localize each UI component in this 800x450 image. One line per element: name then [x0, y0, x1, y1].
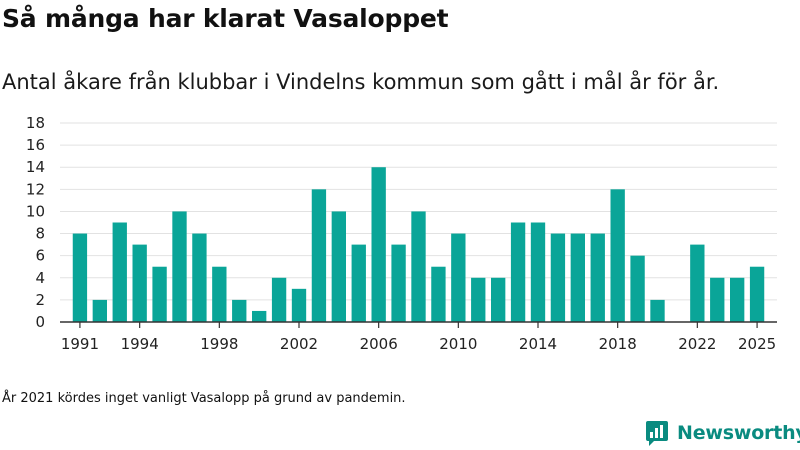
- bar-2013: [510, 222, 526, 322]
- x-tick-label-1991: 1991: [61, 335, 99, 353]
- bar-1999: [232, 299, 247, 322]
- bar-2023: [710, 277, 725, 322]
- bar-2003: [311, 189, 327, 322]
- y-tick-label-18: 18: [26, 114, 45, 132]
- bar-2001: [271, 277, 287, 322]
- bar-2022: [690, 244, 705, 322]
- x-tick-label-2022: 2022: [678, 335, 716, 353]
- chart-subtitle: Antal åkare från klubbar i Vindelns komm…: [2, 70, 720, 94]
- y-tick-label-6: 6: [35, 247, 45, 265]
- y-tick-label-8: 8: [35, 225, 45, 243]
- bar-chart: 0 2 4 6 8 10 12 14 16 18 1991 1994 1998 2002 2006 2010 2…: [26, 114, 777, 353]
- bar-2017: [590, 233, 605, 322]
- bar-2015: [550, 233, 566, 322]
- bar-2008: [411, 211, 426, 322]
- bar-2014: [530, 222, 546, 322]
- x-tick-label-2018: 2018: [599, 335, 637, 353]
- brand-logo: Newsworthy: [644, 419, 800, 447]
- bar-2025: [749, 266, 765, 322]
- x-tick-label-2002: 2002: [280, 335, 318, 353]
- chart-title: Så många har klarat Vasaloppet: [2, 4, 449, 33]
- bar-2005: [351, 244, 366, 322]
- bar-2006: [371, 167, 386, 322]
- bar-1998: [212, 266, 227, 322]
- bar-2002: [291, 288, 307, 322]
- bar-1996: [172, 211, 187, 322]
- newsworthy-logo-icon: [646, 421, 668, 446]
- bar-1991: [72, 233, 88, 322]
- x-tick-label-2025: 2025: [738, 335, 776, 353]
- y-tick-label-16: 16: [26, 136, 45, 154]
- bar-2018: [610, 189, 625, 322]
- bar-1995: [152, 266, 167, 322]
- bar-2016: [570, 233, 585, 322]
- bar-1994: [132, 244, 147, 322]
- bar-2019: [630, 255, 645, 322]
- y-tick-label-0: 0: [35, 313, 45, 331]
- bar-2009: [431, 266, 446, 322]
- bar-2000: [252, 310, 267, 322]
- x-tick-label-2010: 2010: [439, 335, 477, 353]
- bar-1992: [92, 299, 107, 322]
- footnote: År 2021 kördes inget vanligt Vasalopp på…: [2, 391, 406, 406]
- bar-1993: [112, 222, 127, 322]
- x-tick-label-2014: 2014: [519, 335, 557, 353]
- y-tick-label-4: 4: [35, 269, 45, 287]
- bar-2004: [331, 211, 346, 322]
- bar-2024: [730, 277, 745, 322]
- brand-name: Newsworthy: [677, 422, 800, 444]
- x-tick-label-1994: 1994: [121, 335, 159, 353]
- bar-2011: [471, 277, 486, 322]
- bar-2020: [650, 299, 665, 322]
- y-tick-label-10: 10: [26, 202, 45, 220]
- y-tick-label-14: 14: [26, 158, 45, 176]
- x-tick-label-2006: 2006: [360, 335, 398, 353]
- bar-2007: [391, 244, 406, 322]
- bar-2012: [491, 277, 506, 322]
- bar-1997: [192, 233, 207, 322]
- bar-2010: [451, 233, 466, 322]
- x-tick-label-1998: 1998: [200, 335, 238, 353]
- y-tick-label-2: 2: [35, 291, 45, 309]
- y-tick-label-12: 12: [26, 180, 45, 198]
